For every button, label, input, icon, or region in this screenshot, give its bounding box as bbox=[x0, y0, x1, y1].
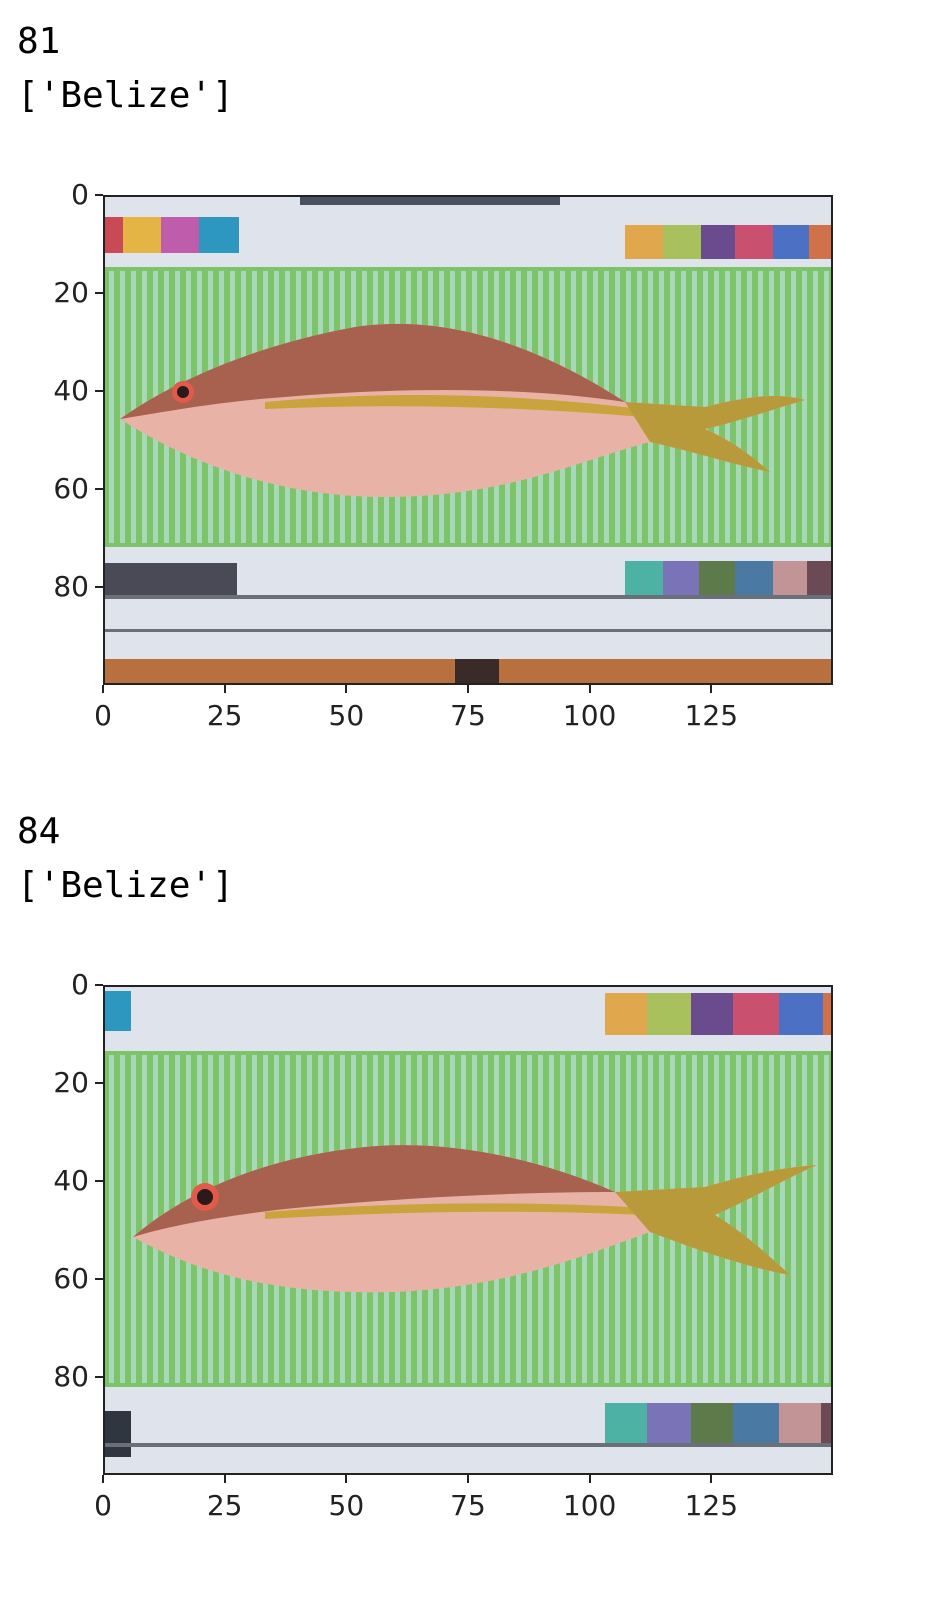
y-tick-label: 60 bbox=[53, 472, 89, 505]
x-tick-mark bbox=[467, 1475, 469, 1483]
y-tick-mark bbox=[95, 984, 103, 986]
board-stripe bbox=[131, 1055, 136, 1383]
x-tick-mark bbox=[102, 685, 104, 693]
board-stripe bbox=[131, 271, 136, 543]
x-tick-label: 125 bbox=[684, 699, 739, 732]
y-tick-mark bbox=[95, 390, 103, 392]
board-stripe bbox=[725, 1055, 730, 1383]
board-stripe bbox=[747, 1055, 752, 1383]
x-tick-label: 25 bbox=[206, 1489, 243, 1522]
cell-output-label: ['Belize'] bbox=[17, 75, 234, 116]
board-stripe bbox=[780, 271, 785, 543]
board-stripe bbox=[780, 1055, 785, 1383]
y-tick-label: 20 bbox=[53, 1066, 89, 1099]
x-tick-label: 100 bbox=[562, 1489, 617, 1522]
board-stripe bbox=[142, 1055, 147, 1383]
image-axes bbox=[103, 985, 833, 1475]
board-stripe bbox=[769, 1055, 774, 1383]
board-stripe bbox=[824, 271, 829, 543]
y-tick-mark bbox=[95, 1278, 103, 1280]
x-tick-mark bbox=[588, 685, 591, 693]
x-tick-label: 50 bbox=[328, 699, 365, 732]
board-stripe bbox=[109, 1055, 114, 1383]
y-tick-label: 40 bbox=[53, 1164, 89, 1197]
x-tick-mark bbox=[588, 1475, 591, 1483]
x-tick-label: 25 bbox=[206, 699, 243, 732]
image-plot-1: 0 20 40 60 80 0 25 50 75 100 125 bbox=[0, 178, 946, 740]
x-tick-mark bbox=[345, 1475, 348, 1483]
y-tick-mark bbox=[95, 292, 103, 294]
y-tick-label: 0 bbox=[71, 178, 89, 211]
y-tick-label: 80 bbox=[53, 1360, 89, 1393]
x-tick-label: 100 bbox=[562, 699, 617, 732]
board-stripe bbox=[120, 271, 125, 543]
fish-image bbox=[105, 987, 831, 1473]
board-stripe bbox=[813, 1055, 818, 1383]
cell-output-label: ['Belize'] bbox=[17, 865, 234, 906]
x-tick-mark bbox=[467, 685, 469, 693]
x-tick-mark bbox=[710, 685, 713, 693]
image-axes bbox=[103, 195, 833, 685]
board-stripe bbox=[824, 1055, 829, 1383]
image-plot-2: 0 20 40 60 80 0 25 50 75 100 125 bbox=[0, 968, 946, 1530]
board-stripe bbox=[120, 1055, 125, 1383]
y-tick-label: 20 bbox=[53, 276, 89, 309]
board-stripe bbox=[758, 1055, 763, 1383]
x-tick-mark bbox=[223, 1475, 226, 1483]
x-tick-label: 0 bbox=[94, 699, 112, 732]
x-tick-mark bbox=[345, 685, 348, 693]
x-tick-label: 0 bbox=[94, 1489, 112, 1522]
y-tick-mark bbox=[95, 194, 103, 196]
y-tick-mark bbox=[95, 488, 103, 490]
cell-output-index: 81 bbox=[17, 21, 61, 62]
y-tick-label: 80 bbox=[53, 570, 89, 603]
board-stripe bbox=[791, 271, 796, 543]
x-tick-mark bbox=[102, 1475, 104, 1483]
x-tick-mark bbox=[223, 685, 226, 693]
board-stripe bbox=[153, 1055, 158, 1383]
x-tick-label: 125 bbox=[684, 1489, 739, 1522]
x-tick-mark bbox=[710, 1475, 713, 1483]
board-stripe bbox=[802, 271, 807, 543]
board-stripe bbox=[109, 271, 114, 543]
y-tick-label: 60 bbox=[53, 1262, 89, 1295]
y-tick-mark bbox=[95, 1082, 103, 1084]
cell-output-index: 84 bbox=[17, 811, 61, 852]
board-stripe bbox=[813, 271, 818, 543]
y-tick-label: 0 bbox=[71, 968, 89, 1001]
x-tick-label: 75 bbox=[450, 699, 486, 732]
y-tick-mark bbox=[95, 586, 103, 588]
x-tick-label: 75 bbox=[450, 1489, 486, 1522]
board-stripe bbox=[791, 1055, 796, 1383]
board-stripe bbox=[736, 1055, 741, 1383]
y-tick-mark bbox=[95, 1376, 103, 1378]
board-stripe bbox=[802, 1055, 807, 1383]
y-tick-label: 40 bbox=[53, 374, 89, 407]
fish-image bbox=[105, 197, 831, 683]
y-tick-mark bbox=[95, 1180, 103, 1182]
x-tick-label: 50 bbox=[328, 1489, 365, 1522]
